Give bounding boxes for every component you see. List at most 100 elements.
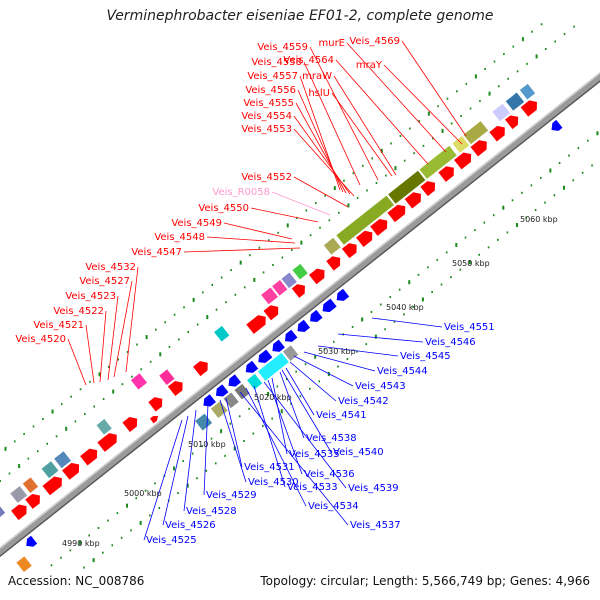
tick-mark <box>581 171 584 174</box>
tick-mark <box>525 216 527 219</box>
tick-mark <box>516 70 519 73</box>
reverse-gene-arrow <box>284 329 298 342</box>
tick-mark <box>515 222 518 227</box>
backbone-edge <box>0 80 600 558</box>
tick-mark <box>23 432 25 435</box>
forward-gene-label: murE <box>318 38 345 49</box>
tick-mark <box>554 40 556 43</box>
label-leader-line <box>293 128 355 197</box>
tick-mark <box>253 277 256 282</box>
reverse-gene-label: Veis_4528 <box>186 506 237 517</box>
tick-mark <box>267 239 270 242</box>
tick-mark <box>521 37 524 42</box>
tick-mark <box>83 412 86 415</box>
tick-mark <box>474 74 477 79</box>
forward-gene-arrow <box>489 125 505 142</box>
tick-mark <box>403 313 405 316</box>
label-leader-line <box>271 191 331 216</box>
tick-mark <box>338 211 340 214</box>
forward-gene-label: Veis_4552 <box>241 172 292 183</box>
cog-box <box>22 477 39 493</box>
tick-mark <box>286 223 289 228</box>
tick-mark <box>502 205 505 210</box>
forward-gene-arrow <box>309 268 325 285</box>
cog-box <box>214 325 230 342</box>
tick-mark <box>290 249 293 252</box>
label-leader-line <box>303 61 361 186</box>
tick-mark <box>262 271 265 274</box>
tick-mark <box>417 273 420 276</box>
cog-box <box>223 392 239 409</box>
label-leader-line <box>183 247 301 253</box>
scale-tick-label: 5050 kbp <box>452 259 490 268</box>
tick-mark <box>375 182 378 185</box>
tick-mark <box>271 417 273 420</box>
tick-mark <box>276 385 279 388</box>
tick-mark <box>305 209 308 212</box>
forward-gene-label: Veis_4557 <box>247 71 298 82</box>
forward-gene-arrow <box>62 462 80 480</box>
tick-mark <box>399 134 402 137</box>
tick-mark <box>202 291 204 294</box>
tick-mark <box>487 246 490 249</box>
cog-box <box>96 419 112 435</box>
forward-gene-label: mraY <box>356 60 383 71</box>
tick-mark <box>492 214 495 217</box>
label-leader-line <box>263 381 347 489</box>
forward-gene-arrow <box>97 433 117 452</box>
tick-mark <box>479 100 481 103</box>
forward-gene-label: Veis_4548 <box>154 232 205 243</box>
tick-mark <box>347 203 350 208</box>
forward-gene-arrow <box>420 181 436 197</box>
reverse-gene-label: Veis_4545 <box>400 351 451 362</box>
scale-tick-label: 5010 kbp <box>188 440 226 449</box>
tick-mark <box>83 566 85 569</box>
tick-mark <box>393 320 396 323</box>
cog-box <box>16 556 32 572</box>
tick-mark <box>573 25 575 28</box>
tick-mark <box>74 420 77 423</box>
map-title: Verminephrobacter eiseniae EF01-2, compl… <box>106 8 494 24</box>
label-leader-line <box>245 387 307 507</box>
tick-mark <box>277 231 279 234</box>
tick-mark <box>314 202 317 205</box>
tick-mark <box>79 388 82 391</box>
label-leader-line <box>293 115 351 195</box>
tick-mark <box>432 137 434 140</box>
tick-mark <box>468 260 471 265</box>
tick-mark <box>497 85 500 88</box>
forward-gene-arrow <box>80 448 98 466</box>
forward-gene-label: hslU <box>308 88 330 99</box>
tick-mark <box>319 226 321 229</box>
cog-box <box>159 369 175 385</box>
tick-mark <box>535 54 538 59</box>
tick-mark <box>596 131 599 136</box>
tick-mark <box>243 439 245 442</box>
tick-mark <box>507 77 509 80</box>
feature-layer <box>0 83 563 572</box>
label-leader-line <box>162 415 189 526</box>
forward-gene-arrow <box>149 416 159 424</box>
forward-gene-arrow <box>122 416 138 432</box>
tick-mark <box>412 305 415 308</box>
tick-mark <box>70 395 72 398</box>
tick-mark <box>60 556 62 559</box>
tick-mark <box>558 162 561 165</box>
tick-mark <box>531 30 533 33</box>
tick-mark <box>230 269 232 272</box>
tick-mark <box>390 142 392 145</box>
accession-text: Accession: NC_008786 <box>8 574 145 588</box>
tick-mark <box>89 380 91 383</box>
label-leader-line <box>203 403 209 496</box>
reverse-gene-arrow <box>310 309 323 323</box>
tick-mark <box>460 115 462 118</box>
tick-mark <box>328 219 331 222</box>
reverse-gene-label: Veis_4526 <box>165 520 216 531</box>
reverse-gene-label: Veis_4534 <box>308 501 359 512</box>
tick-mark <box>60 403 63 406</box>
label-leader-line <box>225 397 243 468</box>
tick-mark <box>318 380 321 383</box>
cog-box <box>130 373 147 390</box>
forward-gene-arrow <box>341 243 357 259</box>
tick-mark <box>177 492 179 495</box>
